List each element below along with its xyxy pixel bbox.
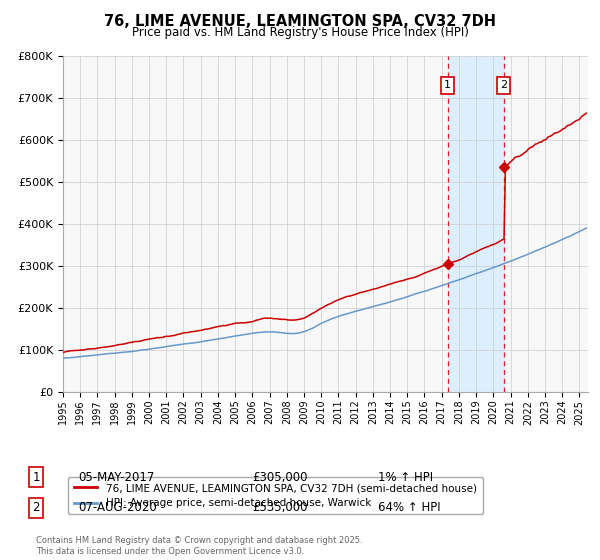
Text: 76, LIME AVENUE, LEAMINGTON SPA, CV32 7DH: 76, LIME AVENUE, LEAMINGTON SPA, CV32 7D…: [104, 14, 496, 29]
Text: 1% ↑ HPI: 1% ↑ HPI: [378, 470, 433, 484]
Text: £305,000: £305,000: [252, 470, 308, 484]
Text: 64% ↑ HPI: 64% ↑ HPI: [378, 501, 440, 515]
Bar: [448, 56, 503, 392]
Text: 1: 1: [32, 470, 40, 484]
Text: Price paid vs. HM Land Registry's House Price Index (HPI): Price paid vs. HM Land Registry's House …: [131, 26, 469, 39]
Text: Contains HM Land Registry data © Crown copyright and database right 2025.
This d: Contains HM Land Registry data © Crown c…: [36, 536, 362, 556]
Text: 2: 2: [32, 501, 40, 515]
Legend: 76, LIME AVENUE, LEAMINGTON SPA, CV32 7DH (semi-detached house), HPI: Average pr: 76, LIME AVENUE, LEAMINGTON SPA, CV32 7D…: [68, 477, 483, 515]
Text: 2: 2: [500, 81, 507, 90]
Text: 05-MAY-2017: 05-MAY-2017: [78, 470, 154, 484]
Text: 1: 1: [444, 81, 451, 90]
Text: £535,000: £535,000: [252, 501, 308, 515]
Text: 07-AUG-2020: 07-AUG-2020: [78, 501, 157, 515]
